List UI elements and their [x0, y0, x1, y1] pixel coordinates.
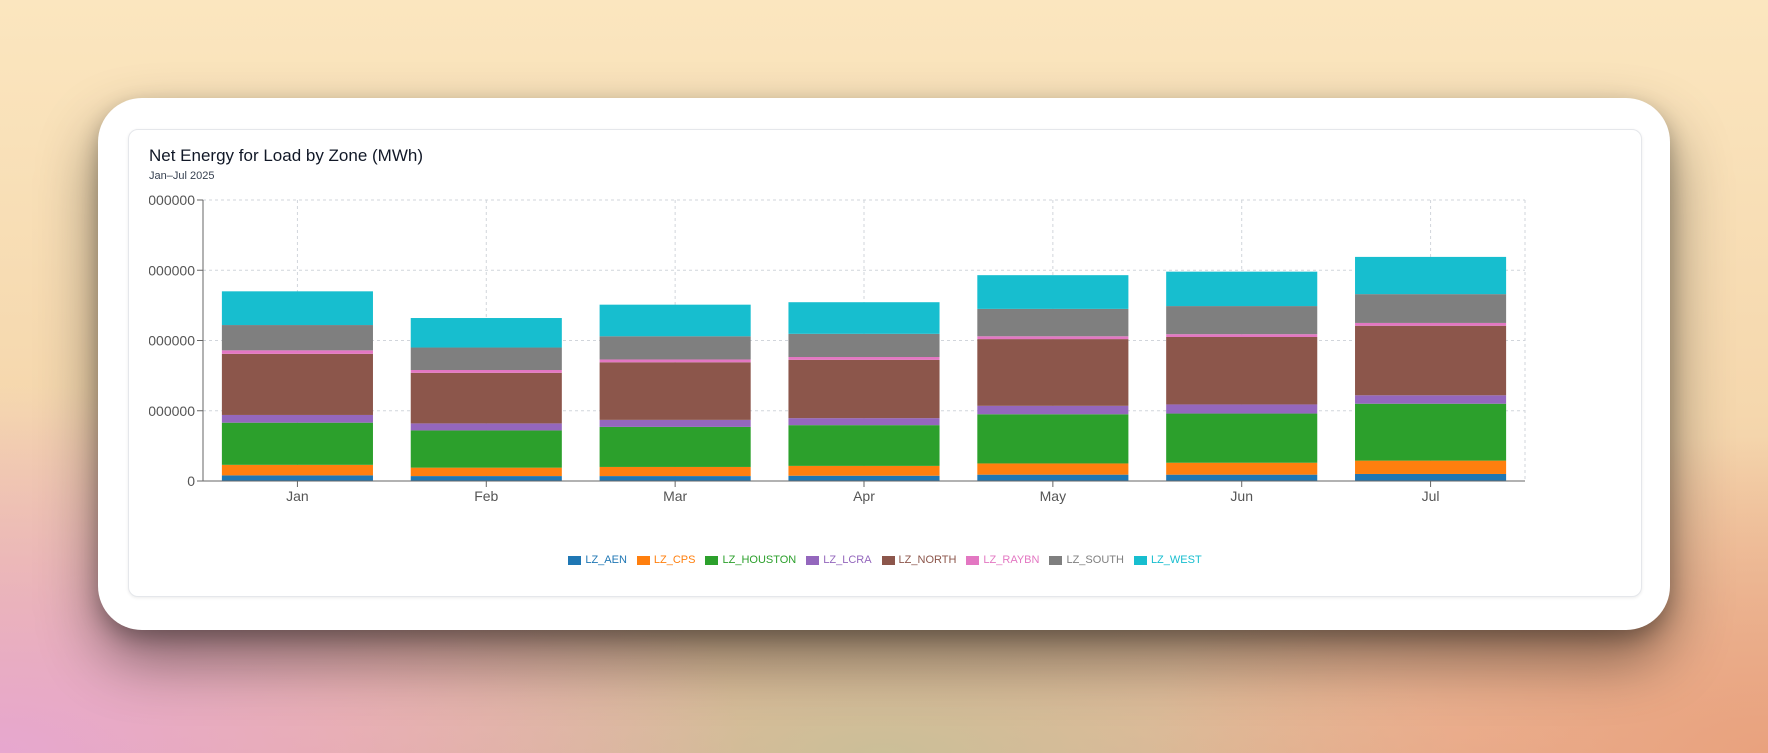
legend-label: LZ_RAYBN — [983, 554, 1040, 566]
bar-segment-lz-north — [1166, 336, 1318, 405]
legend-item[interactable]: LZ_SOUTH — [1049, 554, 1124, 566]
bar-segment-lz-raybn — [977, 336, 1129, 340]
legend-swatch — [568, 555, 582, 565]
legend-label: LZ_SOUTH — [1066, 554, 1124, 566]
chart-card: Net Energy for Load by Zone (MWh) Jan–Ju… — [128, 129, 1642, 597]
bar-segment-lz-west — [1166, 271, 1318, 307]
legend-item[interactable]: LZ_CPS — [636, 554, 696, 566]
bar-segment-lz-cps — [410, 467, 562, 477]
bar-segment-lz-aen — [221, 475, 373, 481]
bar-segment-lz-north — [410, 372, 562, 424]
legend-item[interactable]: LZ_NORTH — [881, 554, 957, 566]
bar-segment-lz-west — [1355, 256, 1507, 295]
legend-label: LZ_LCRA — [823, 554, 872, 566]
bar-segment-lz-south — [788, 333, 940, 358]
bar-segment-lz-raybn — [410, 370, 562, 373]
stacked-bar-chart: 0 1000000 2000000 3000000 4000000 Jan Feb Mar Ap… — [140, 192, 1526, 504]
legend-swatch — [636, 555, 650, 565]
bar-segment-lz-west — [221, 291, 373, 326]
bar-segment-lz-lcra — [977, 405, 1129, 415]
legend-label: LZ_NORTH — [898, 554, 957, 566]
bar-segment-lz-houston — [977, 414, 1129, 464]
bar-segment-lz-cps — [599, 466, 751, 477]
bar-segment-lz-south — [221, 325, 373, 351]
bar-segment-lz-west — [788, 302, 940, 334]
bar-segment-lz-houston — [1355, 403, 1507, 461]
legend-swatch — [1049, 555, 1063, 565]
bar-segment-lz-cps — [788, 465, 940, 476]
bar-segment-lz-aen — [977, 474, 1129, 481]
legend-label: LZ_HOUSTON — [722, 554, 797, 566]
legend-swatch — [966, 555, 980, 565]
bar-segment-lz-north — [221, 353, 373, 415]
bar-segment-lz-aen — [788, 475, 940, 481]
legend-item[interactable]: LZ_RAYBN — [966, 554, 1039, 566]
y-tick-label: 2000000 — [140, 333, 195, 349]
bar-segment-lz-cps — [1355, 460, 1507, 474]
chart-subtitle: Jan–Jul 2025 — [149, 170, 215, 182]
bar-segment-lz-south — [1166, 306, 1318, 335]
bar-segment-lz-aen — [1355, 473, 1507, 481]
bar-segment-lz-lcra — [599, 419, 751, 427]
legend-item[interactable]: LZ_LCRA — [806, 554, 872, 566]
bar-segment-lz-houston — [1166, 413, 1318, 463]
legend-label: LZ_CPS — [653, 554, 696, 566]
bar-segment-lz-north — [977, 339, 1129, 406]
x-tick-label: Mar — [663, 488, 687, 504]
bar-segment-lz-south — [977, 308, 1129, 337]
bar-segment-lz-lcra — [1166, 404, 1318, 414]
y-tick-label: 3000000 — [140, 262, 195, 278]
bar-segment-lz-raybn — [788, 357, 940, 360]
x-tick-label: Jul — [1422, 488, 1440, 504]
bar-segment-lz-houston — [599, 426, 751, 467]
bar-segment-lz-raybn — [1166, 334, 1318, 337]
bar-segment-lz-houston — [221, 422, 373, 465]
app-window: Net Energy for Load by Zone (MWh) Jan–Ju… — [98, 98, 1670, 630]
bar-segment-lz-lcra — [788, 418, 940, 426]
x-tick-label: Feb — [474, 488, 498, 504]
bar-segment-lz-north — [788, 359, 940, 419]
bar-segment-lz-houston — [788, 425, 940, 466]
bar-segment-lz-cps — [221, 464, 373, 476]
legend-swatch — [705, 555, 719, 565]
bar-segment-lz-west — [977, 275, 1129, 309]
bar-segment-lz-south — [410, 347, 562, 371]
x-tick-label: Jan — [286, 488, 309, 504]
x-tick-label: Jun — [1230, 488, 1253, 504]
bar-segment-lz-houston — [410, 430, 562, 468]
bar-segment-lz-aen — [1166, 474, 1318, 481]
legend-label: LZ_WEST — [1150, 554, 1202, 566]
bar-segment-lz-cps — [1166, 462, 1318, 475]
bar-segment-lz-north — [1355, 325, 1507, 396]
bar-segment-lz-west — [599, 304, 751, 337]
bar-segment-lz-aen — [599, 476, 751, 481]
bar-segment-lz-lcra — [1355, 395, 1507, 404]
legend-item[interactable]: LZ_WEST — [1133, 554, 1202, 566]
legend-swatch — [881, 555, 895, 565]
bar-segment-lz-lcra — [410, 423, 562, 431]
bar-segment-lz-west — [410, 318, 562, 348]
y-tick-label: 4000000 — [140, 192, 195, 208]
bar-segment-lz-raybn — [1355, 322, 1507, 326]
bar-segment-lz-raybn — [599, 359, 751, 363]
legend-label: LZ_AEN — [585, 554, 627, 566]
legend-swatch — [806, 555, 820, 565]
x-tick-label: Apr — [853, 488, 875, 504]
y-tick-label: 1000000 — [140, 403, 195, 419]
chart-title: Net Energy for Load by Zone (MWh) — [149, 146, 424, 165]
bar-segment-lz-south — [1355, 294, 1507, 323]
legend-item[interactable]: LZ_HOUSTON — [705, 554, 796, 566]
bar-segment-lz-raybn — [221, 350, 373, 354]
bar-segment-lz-lcra — [221, 414, 373, 423]
bar-segment-lz-cps — [977, 463, 1129, 475]
bar-segment-lz-north — [599, 362, 751, 420]
y-tick-label: 0 — [187, 473, 195, 489]
legend-swatch — [1133, 555, 1147, 565]
x-tick-label: May — [1040, 488, 1066, 504]
bar-segment-lz-aen — [410, 476, 562, 481]
legend-item[interactable]: LZ_AEN — [568, 554, 627, 566]
chart-legend: LZ_AEN LZ_CPS LZ_HOUSTON LZ_LCRA LZ_NORTH LZ_… — [129, 554, 1641, 566]
bar-segment-lz-south — [599, 336, 751, 360]
